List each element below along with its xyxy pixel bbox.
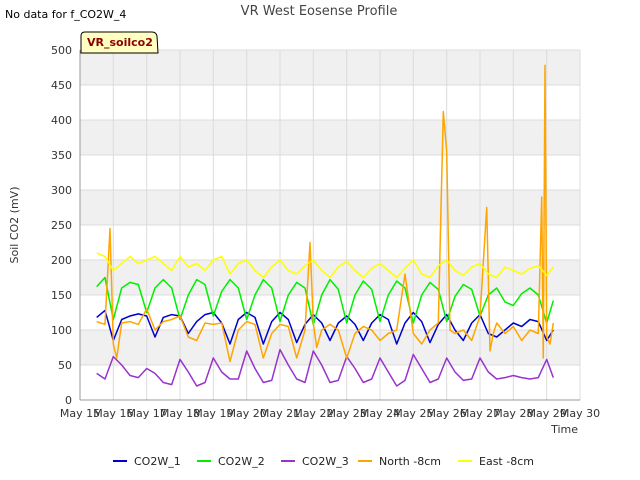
series-line-0 xyxy=(96,309,554,345)
plot-band xyxy=(80,120,580,155)
x-tick-label: May 29 xyxy=(527,407,567,420)
x-tick-label: May 21 xyxy=(260,407,300,420)
x-tick-label: May 15 xyxy=(60,407,100,420)
plot-band xyxy=(80,190,580,225)
x-axis-label: Time xyxy=(550,423,578,436)
y-tick-label: 300 xyxy=(51,184,72,197)
x-tick-label: May 19 xyxy=(193,407,233,420)
y-tick-label: 500 xyxy=(51,44,72,57)
y-axis-label: Soil CO2 (mV) xyxy=(8,187,21,264)
y-tick-label: 450 xyxy=(51,79,72,92)
legend: CO2W_1 CO2W_2 CO2W_3 North -8cm East -8cm xyxy=(113,455,534,468)
chart-title: VR West Eosense Profile xyxy=(241,4,398,19)
plot-band xyxy=(80,50,580,85)
gridlines xyxy=(79,49,581,401)
legend-label-3: North -8cm xyxy=(379,455,441,468)
x-tick-label: May 17 xyxy=(127,407,167,420)
x-tick-label: May 23 xyxy=(327,407,367,420)
series-line-2 xyxy=(96,348,555,387)
plot-band xyxy=(80,330,580,365)
x-tick-label: May 24 xyxy=(360,407,400,420)
badge-shape xyxy=(80,31,159,54)
x-tick-label: May 27 xyxy=(460,407,500,420)
legend-label-0: CO2W_1 xyxy=(134,455,181,468)
series-line-4 xyxy=(96,252,554,279)
legend-label-1: CO2W_2 xyxy=(218,455,265,468)
x-tick-label: May 20 xyxy=(227,407,267,420)
y-tick-label: 350 xyxy=(51,149,72,162)
x-tick-label: May 26 xyxy=(427,407,467,420)
series-layer xyxy=(96,64,555,387)
series-line-3 xyxy=(96,64,555,363)
badge-label: VR_soilco2 xyxy=(87,36,153,49)
panel-badge: VR_soilco2 xyxy=(80,31,159,54)
y-tick-label: 0 xyxy=(65,394,72,407)
y-tick-label: 250 xyxy=(51,219,72,232)
legend-label-4: East -8cm xyxy=(479,455,534,468)
series-line-1 xyxy=(96,276,555,326)
x-tick-label: May 28 xyxy=(493,407,533,420)
legend-label-2: CO2W_3 xyxy=(302,455,349,468)
y-tick-label: 100 xyxy=(51,324,72,337)
x-tick-label: May 16 xyxy=(93,407,133,420)
y-tick-label: 400 xyxy=(51,114,72,127)
x-tick-label: May 30 xyxy=(560,407,600,420)
x-tick-label: May 18 xyxy=(160,407,200,420)
y-tick-label: 50 xyxy=(58,359,72,372)
x-tick-label: May 25 xyxy=(393,407,433,420)
no-data-notice: No data for f_CO2W_4 xyxy=(5,8,126,21)
y-tick-label: 150 xyxy=(51,289,72,302)
y-tick-label: 200 xyxy=(51,254,72,267)
x-tick-label: May 22 xyxy=(293,407,333,420)
